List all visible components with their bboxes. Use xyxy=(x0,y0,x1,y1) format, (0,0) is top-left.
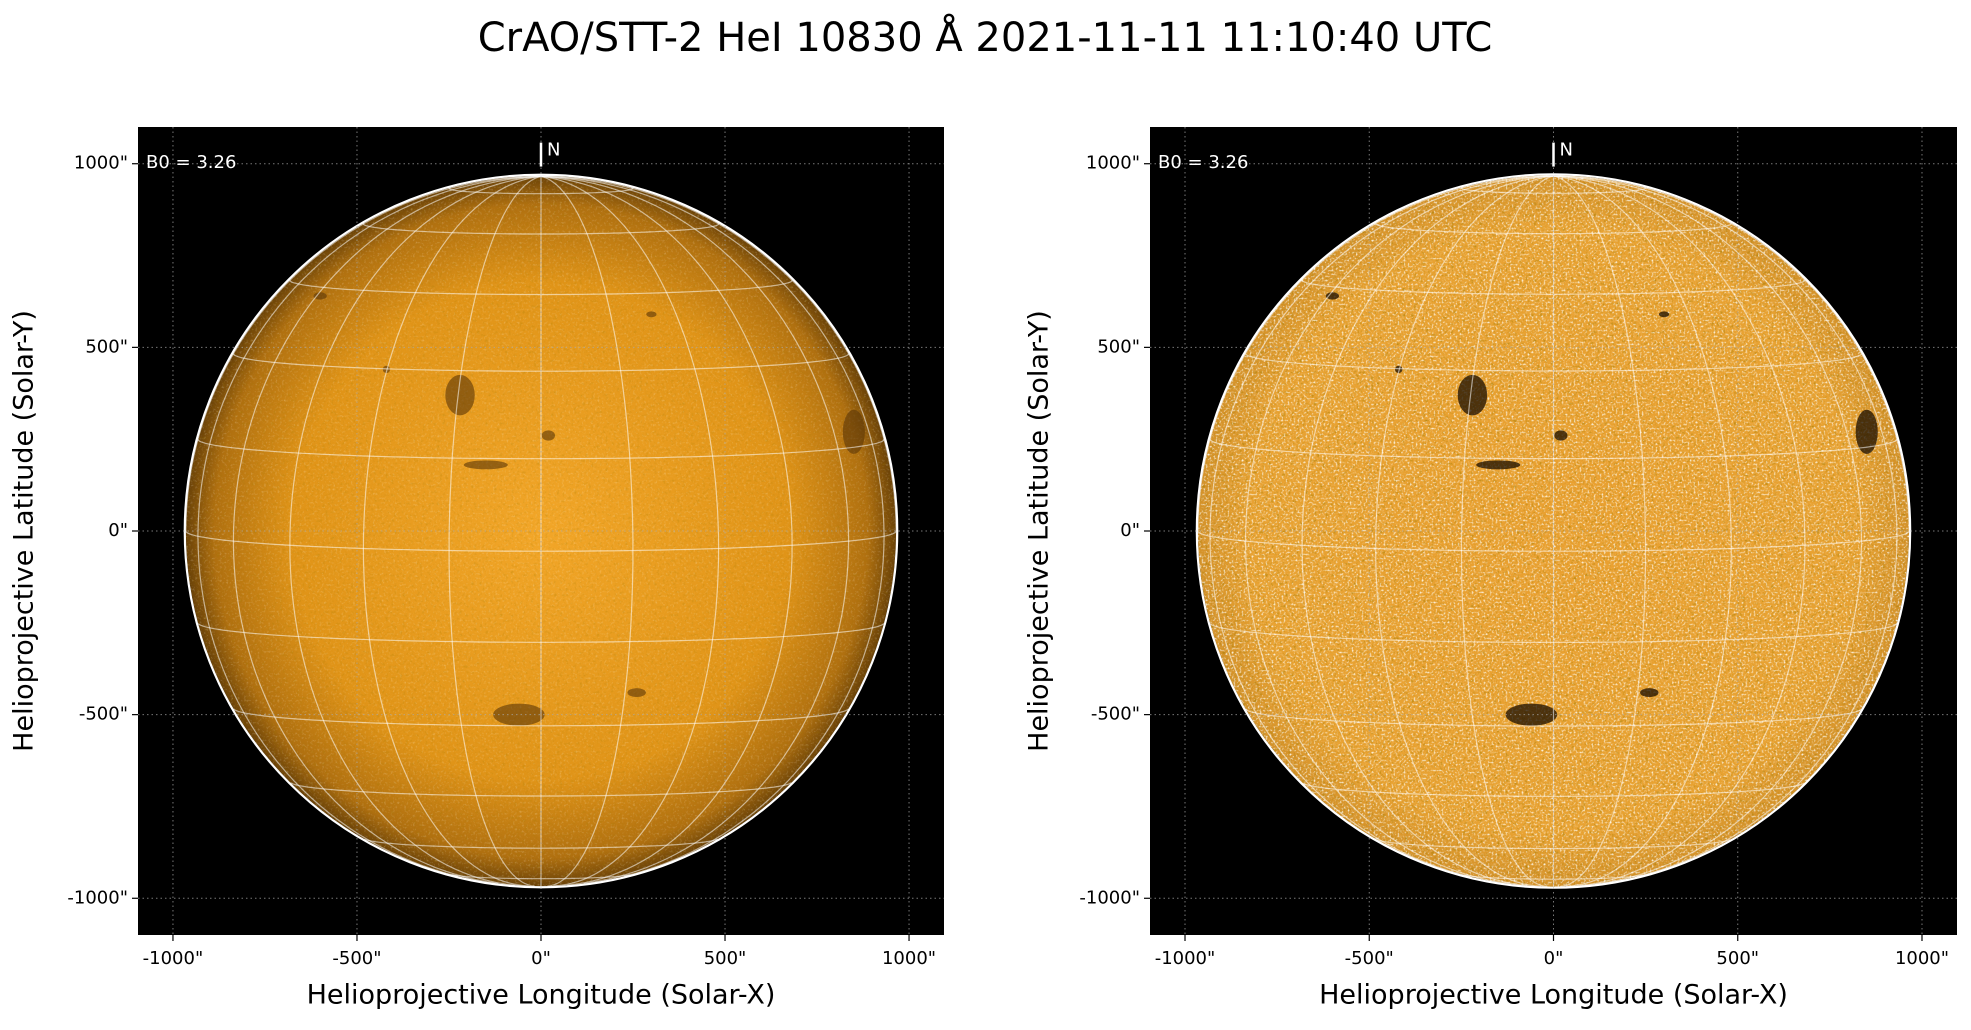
panel: -1000" -500" 0" 500" 1000" -1000" -500" 0" 500" 1… xyxy=(1024,127,1957,1011)
heliographic-meridian xyxy=(1301,175,1554,887)
filament xyxy=(842,409,865,454)
filament xyxy=(313,292,327,300)
filament xyxy=(1658,311,1670,318)
heliographic-parallel xyxy=(1375,222,1732,235)
heliographic-parallel xyxy=(1209,438,1898,460)
heliographic-parallel xyxy=(290,782,792,797)
y-tick-label: -500" xyxy=(79,704,128,725)
solar-limb xyxy=(183,173,899,889)
y-axis-label: Helioprojective Latitude (Solar-Y) xyxy=(9,310,40,752)
x-tick-label: 0" xyxy=(531,948,551,969)
heliographic-meridian xyxy=(197,175,542,877)
heliographic-meridian xyxy=(540,175,634,887)
y-tick-label: -500" xyxy=(1091,704,1140,725)
filament xyxy=(1457,374,1488,416)
x-tick-label: -500" xyxy=(332,948,381,969)
north-label: N xyxy=(1560,140,1573,161)
heliographic-meridian xyxy=(1244,175,1554,885)
x-tick-label: -500" xyxy=(1345,948,1394,969)
heliographic-parallel xyxy=(1460,186,1647,194)
y-tick-label: 1000" xyxy=(74,153,128,174)
filament xyxy=(627,688,646,698)
x-axis-label: Helioprojective Longitude (Solar-X) xyxy=(307,980,776,1011)
heliographic-parallel xyxy=(197,438,885,460)
filament xyxy=(1855,409,1878,454)
heliographic-meridian xyxy=(1460,175,1554,888)
filament xyxy=(646,311,657,318)
filament xyxy=(1325,292,1340,300)
y-axis-label: Helioprojective Latitude (Solar-Y) xyxy=(1024,310,1055,752)
x-tick-label: 1000" xyxy=(1895,948,1949,969)
y-tick-label: -1000" xyxy=(1079,887,1140,908)
y-tick-label: 0" xyxy=(108,520,128,541)
x-tick-label: 1000" xyxy=(882,948,936,969)
b0-annotation: B0 = 3.26 xyxy=(1158,152,1248,173)
y-tick-label: 500" xyxy=(1097,336,1140,357)
north-label: N xyxy=(547,140,560,161)
x-tick-label: -1000" xyxy=(143,948,204,969)
filament xyxy=(1554,430,1568,441)
heliographic-meridian xyxy=(289,175,542,886)
heliographic-parallel xyxy=(1376,838,1731,850)
heliographic-meridian xyxy=(448,175,542,887)
heliographic-parallel xyxy=(1302,782,1805,797)
filament xyxy=(1476,460,1521,470)
heliographic-parallel xyxy=(1209,623,1898,643)
heliographic-meridian xyxy=(540,175,885,877)
x-tick-label: -1000" xyxy=(1155,948,1216,969)
heliographic-meridian xyxy=(1553,175,1898,878)
heliographic-parallel xyxy=(448,187,634,195)
heliographic-parallel xyxy=(362,222,720,235)
x-tick-label: 500" xyxy=(1716,948,1759,969)
heliographic-parallel xyxy=(197,623,885,643)
heliographic-meridian xyxy=(540,175,720,887)
heliographic-meridian xyxy=(1553,175,1732,887)
y-tick-label: 1000" xyxy=(1086,153,1140,174)
x-tick-label: 500" xyxy=(704,948,747,969)
filament xyxy=(1640,688,1659,698)
filament xyxy=(493,703,545,726)
filament xyxy=(463,460,508,470)
y-tick-label: -1000" xyxy=(67,887,128,908)
x-axis-label: Helioprojective Longitude (Solar-X) xyxy=(1319,980,1788,1011)
heliographic-meridian xyxy=(362,175,542,887)
heliographic-meridian xyxy=(540,175,793,886)
heliographic-meridian xyxy=(1553,175,1863,885)
b0-annotation: B0 = 3.26 xyxy=(146,152,236,173)
y-tick-label: 500" xyxy=(85,336,128,357)
x-tick-label: 0" xyxy=(1544,948,1564,969)
filament xyxy=(541,430,555,441)
filament xyxy=(1505,703,1558,726)
heliographic-meridian xyxy=(1209,175,1554,878)
filament xyxy=(445,374,475,416)
heliographic-meridian xyxy=(1375,175,1554,887)
panel: -1000" -500" 0" 500" 1000" -1000" -500" 0" 500" 1… xyxy=(9,127,944,1011)
heliographic-meridian xyxy=(1553,175,1647,888)
y-tick-label: 0" xyxy=(1120,520,1140,541)
heliographic-meridian xyxy=(1553,175,1806,887)
figure-title: CrAO/STT-2 HeI 10830 Å 2021-11-11 11:10:… xyxy=(478,13,1493,61)
